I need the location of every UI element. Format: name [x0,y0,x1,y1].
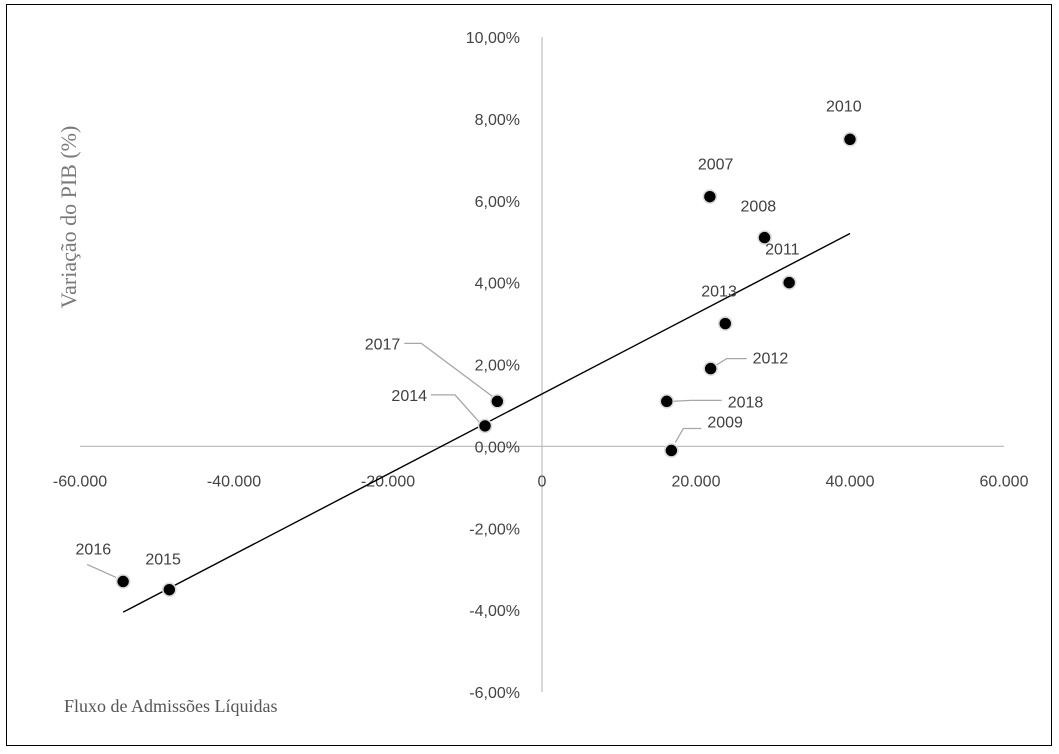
y-tick-label: -6,00% [469,685,520,702]
data-point [664,443,679,458]
x-tick-label: 20.000 [672,473,721,490]
axes: -60.000 -40.000 -20.000 0 20.000 40.000 60.000… [53,30,1029,702]
point-label: 2016 [76,541,112,558]
data-point [477,418,493,434]
point-label: 2012 [753,351,789,368]
point-label: 2015 [145,552,181,569]
point-label: 2007 [698,157,734,174]
data-point [490,394,505,409]
y-tick-label: -4,00% [469,603,520,620]
data-points [115,132,858,597]
y-tick-label: 2,00% [475,358,520,375]
leader-line [715,357,747,367]
y-tick-label: 6,00% [475,194,520,211]
y-tick-label: 0,00% [475,439,520,456]
x-tick-label: -60.000 [53,473,107,490]
point-label: 2018 [728,394,764,411]
point-label: 2010 [826,98,862,115]
data-point [703,361,718,376]
x-tick-label: 60.000 [980,473,1029,490]
point-label: 2014 [391,388,427,405]
x-tick-label: 0 [538,473,547,490]
y-tick-label: 10,00% [466,30,520,47]
leader-line [674,427,702,443]
leader-line [86,563,117,579]
chart-frame [6,4,1052,746]
point-label: 2011 [765,242,800,259]
point-label: 2013 [701,284,737,301]
data-point [842,132,858,147]
y-axis-title: Variação do PIB (%) [56,126,81,309]
x-tick-label: -20.000 [361,473,415,490]
x-tick-label: 40.000 [826,473,875,490]
point-label: 2009 [707,414,743,431]
data-point [659,394,675,409]
point-label: 2017 [365,336,401,353]
y-tick-label: 8,00% [475,112,520,129]
point-labels: 2007 2008 2009 2010 2011 2012 2013 2014 2015 2016… [76,98,862,568]
data-point [757,230,772,245]
point-label: 2008 [741,199,777,216]
y-tick-label: 4,00% [475,276,520,293]
leader-lines [86,342,747,579]
data-point [702,189,718,204]
data-point [717,316,733,331]
data-point [162,582,177,597]
data-point [115,574,131,589]
leader-line [404,342,493,397]
data-point [781,275,797,290]
x-tick-label: -40.000 [207,473,261,490]
y-tick-label: -2,00% [469,521,520,538]
x-axis-title: Fluxo de Admissões Líquidas [64,696,278,716]
leader-line [431,394,481,424]
leader-line [671,399,722,402]
